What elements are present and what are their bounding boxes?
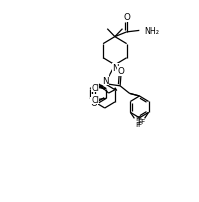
Text: O: O <box>123 13 130 22</box>
Text: F: F <box>135 121 139 127</box>
Text: N: N <box>102 76 109 85</box>
Text: F: F <box>140 118 144 124</box>
Text: O: O <box>118 67 124 76</box>
Text: Cl: Cl <box>91 96 99 104</box>
Text: NH₂: NH₂ <box>144 26 159 35</box>
Text: Cl: Cl <box>91 83 99 93</box>
Text: F: F <box>138 118 142 124</box>
Text: N: N <box>112 64 119 73</box>
Text: O: O <box>90 98 97 107</box>
Text: F: F <box>138 121 142 127</box>
Text: F: F <box>138 115 142 121</box>
Text: F: F <box>135 115 139 121</box>
